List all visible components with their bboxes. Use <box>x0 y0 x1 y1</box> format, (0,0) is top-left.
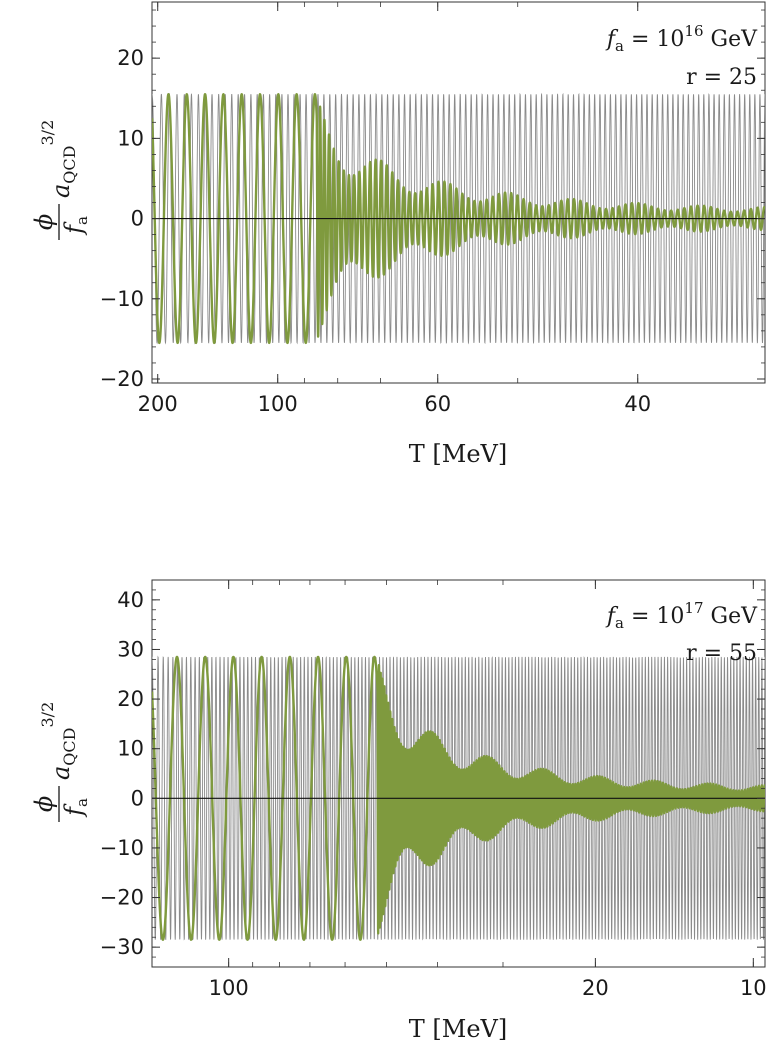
top-x-tick-label-3: 40 <box>624 392 651 416</box>
bottom-axes: −30 −20 −10 0 10 20 30 40 100 20 10 <box>100 579 767 1000</box>
bottom-plot-area <box>152 655 765 941</box>
top-y-axis-title: ϕ fa aQCD3/2 <box>30 120 91 240</box>
top-r-annotation: r = 25 <box>686 65 757 90</box>
bottom-y-tick-label-5: 20 <box>117 687 144 711</box>
top-y-tick-label-4: 20 <box>117 46 144 70</box>
bottom-y-factor: aQCD3/2 <box>38 702 79 780</box>
top-series-envelope <box>152 92 765 345</box>
bottom-y-tick-label-6: 30 <box>117 637 144 661</box>
top-x-tick-label-0: 200 <box>138 392 178 416</box>
bottom-y-tick-label-2: −10 <box>100 836 144 860</box>
bottom-y-axis-title: ϕ fa aQCD3/2 <box>30 702 91 822</box>
bottom-y-tick-label-1: −20 <box>100 886 144 910</box>
top-y-factor: aQCD3/2 <box>38 120 79 198</box>
bottom-plot-frame <box>151 579 766 968</box>
bottom-x-axis-title: T [MeV] <box>409 1015 507 1043</box>
bottom-y-numerator: ϕ <box>30 796 58 812</box>
top-x-axis-title: T [MeV] <box>409 440 507 468</box>
top-y-denominator: fa <box>60 216 91 236</box>
top-axes: −20 −10 0 10 20 200 100 60 40 <box>100 2 765 416</box>
top-plot-area <box>152 92 765 345</box>
top-x-tick-label-2: 60 <box>424 392 451 416</box>
top-y-tick-label-0: −20 <box>100 367 144 391</box>
top-plot-frame <box>151 1 766 384</box>
top-series-axion <box>152 93 765 345</box>
bottom-x-tick-label-0: 100 <box>209 976 249 1000</box>
bottom-y-tick-label-0: −30 <box>100 935 144 959</box>
top-fa-annotation: fa = 1016 GeV <box>605 22 758 55</box>
top-y-numerator: ϕ <box>30 214 58 230</box>
top-y-tick-label-2: 0 <box>131 207 144 231</box>
bottom-y-tick-label-3: 0 <box>131 786 144 810</box>
bottom-r-annotation: r = 55 <box>686 641 757 666</box>
top-y-tick-label-3: 10 <box>117 126 144 150</box>
top-chart: −20 −10 0 10 20 200 100 60 40 fa = 1016 GeV r = … <box>30 1 766 468</box>
bottom-x-tick-label-2: 10 <box>740 976 767 1000</box>
bottom-y-tick-label-4: 10 <box>117 737 144 761</box>
bottom-y-denominator: fa <box>60 798 91 818</box>
bottom-series-envelope <box>152 655 765 941</box>
bottom-y-tick-label-7: 40 <box>117 588 144 612</box>
top-y-tick-label-1: −10 <box>100 287 144 311</box>
bottom-x-tick-label-1: 20 <box>582 976 609 1000</box>
bottom-series-axion <box>152 655 765 941</box>
top-x-tick-label-1: 100 <box>258 392 298 416</box>
bottom-fa-annotation: fa = 1017 GeV <box>605 599 758 632</box>
